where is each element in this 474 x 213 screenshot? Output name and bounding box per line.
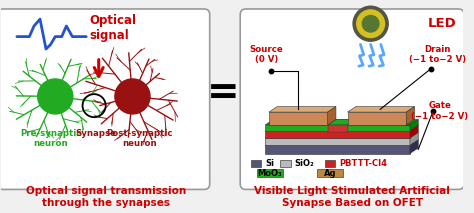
Text: Optical signal transmission
through the synapses: Optical signal transmission through the … (26, 186, 186, 208)
Polygon shape (328, 125, 347, 132)
Text: Pre-synaptic
neuron: Pre-synaptic neuron (20, 129, 82, 148)
Polygon shape (406, 106, 415, 125)
Text: Drain
(−1 to−2 V): Drain (−1 to−2 V) (409, 45, 466, 64)
Polygon shape (265, 138, 410, 145)
FancyBboxPatch shape (240, 9, 464, 189)
Text: Post-synaptic
neuron: Post-synaptic neuron (106, 129, 173, 148)
Polygon shape (265, 125, 410, 131)
Text: Si: Si (265, 159, 274, 168)
Text: SiO₂: SiO₂ (294, 159, 314, 168)
Text: Visible Light Stimulated Artificial
Synapse Based on OFET: Visible Light Stimulated Artificial Syna… (254, 186, 450, 208)
Circle shape (115, 79, 150, 114)
Circle shape (38, 79, 73, 114)
Text: Synapse: Synapse (75, 129, 116, 138)
Bar (281, 160, 291, 167)
Polygon shape (410, 119, 418, 131)
Polygon shape (410, 140, 418, 154)
Polygon shape (265, 145, 410, 154)
Bar (257, 169, 283, 177)
Polygon shape (265, 140, 418, 145)
Bar (318, 169, 343, 177)
Bar (251, 160, 262, 167)
Polygon shape (347, 106, 415, 112)
Polygon shape (328, 106, 336, 125)
Polygon shape (410, 132, 418, 145)
Polygon shape (265, 131, 410, 138)
Polygon shape (265, 132, 418, 138)
Circle shape (362, 15, 379, 32)
Circle shape (357, 10, 384, 37)
Text: Source
(0 V): Source (0 V) (250, 45, 283, 64)
Text: LED: LED (428, 17, 456, 30)
Bar (325, 160, 336, 167)
Text: Gate
(−1 to−2 V): Gate (−1 to−2 V) (411, 101, 469, 121)
Polygon shape (269, 112, 328, 125)
Polygon shape (328, 119, 356, 125)
Polygon shape (265, 125, 418, 131)
Text: =: = (207, 74, 240, 112)
Text: Optical
signal: Optical signal (90, 14, 137, 42)
Text: Ag: Ag (324, 168, 337, 178)
FancyBboxPatch shape (0, 9, 210, 189)
Polygon shape (347, 112, 406, 125)
Polygon shape (410, 125, 418, 138)
Polygon shape (265, 119, 418, 125)
Polygon shape (269, 106, 336, 112)
Text: PBTTT-Cl4: PBTTT-Cl4 (339, 159, 387, 168)
Text: MoO₃: MoO₃ (258, 168, 283, 178)
Circle shape (353, 6, 388, 41)
